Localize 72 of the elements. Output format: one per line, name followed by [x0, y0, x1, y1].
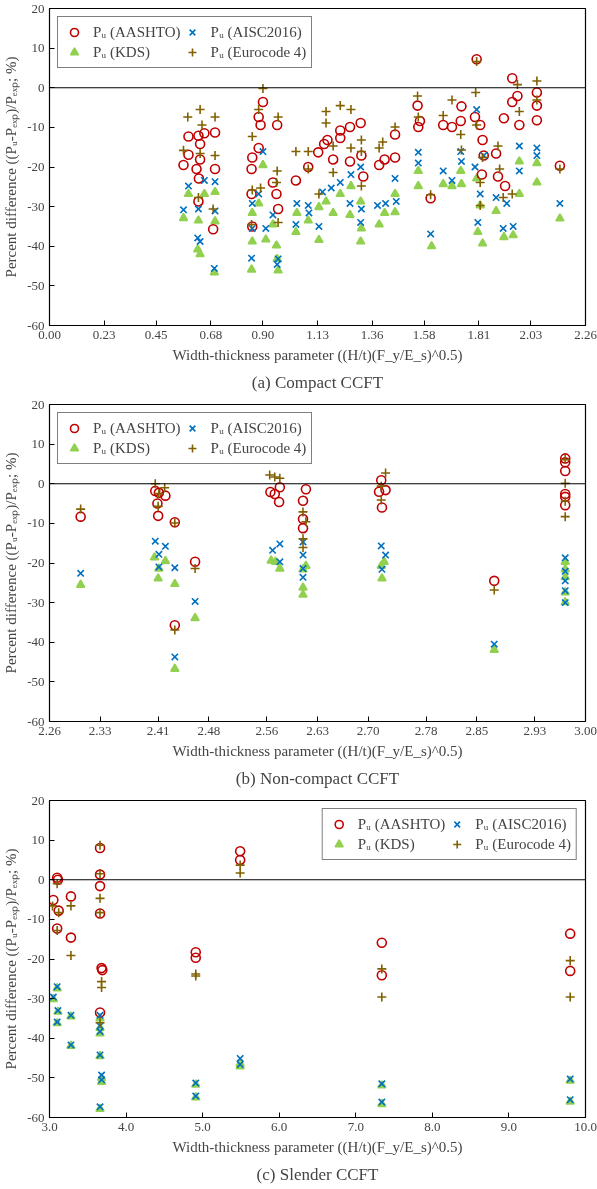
legend-label: Pᵤ (AASHTO) — [93, 23, 181, 41]
y-tick-label: 20 — [31, 792, 45, 808]
legend-label: Pᵤ (KDS) — [357, 835, 415, 853]
y-tick-label: -30 — [27, 198, 45, 214]
x-tick-label: 0.23 — [92, 326, 116, 342]
y-tick-label: -40 — [27, 1030, 45, 1046]
x-tick-label: 9.0 — [500, 1118, 518, 1134]
y-tick-label: -10 — [27, 515, 45, 531]
x-tick-label: 0.45 — [144, 326, 168, 342]
y-axis-title: Percent difference ((Pᵤ-Pₑₓₚ)/Pₑₓₚ; %) — [3, 56, 21, 278]
x-axis-title: Width-thickness parameter ((H/t)(F_y/E_s)^0.5) — [172, 1138, 463, 1156]
y-tick-label: -30 — [27, 990, 45, 1006]
legend-label: Pᵤ (Eurocode 4) — [210, 439, 307, 457]
x-tick-label: 2.26 — [574, 326, 597, 342]
y-tick-label: -20 — [27, 951, 45, 966]
text: (b) Non-compact CCFT — [235, 768, 400, 788]
y-tick-label: 10 — [31, 832, 45, 848]
y-tick-label: -50 — [27, 673, 45, 689]
x-tick-label: 1.36 — [360, 326, 384, 342]
legend-label: Pᵤ (Eurocode 4) — [475, 835, 571, 853]
x-axis-title: Width-thickness parameter ((H/t)(F_y/E_s)^0.5) — [172, 346, 463, 364]
x-tick-label: 2.78 — [414, 722, 438, 738]
x-axis-title: Width-thickness parameter ((H/t)(F_y/E_s)^0.5) — [172, 742, 463, 760]
x-tick-label: 5.0 — [194, 1118, 211, 1134]
y-tick-label: -50 — [27, 277, 45, 293]
x-tick-label: 2.56 — [255, 722, 279, 738]
x-tick-label: 10.0 — [574, 1118, 597, 1134]
y-tick-label: 0 — [38, 475, 45, 491]
y-tick-label: -40 — [27, 238, 45, 254]
legend-label: Pᵤ (KDS) — [93, 439, 151, 457]
y-tick-label: 0 — [38, 871, 45, 887]
y-axis-title: Percent difference ((Pᵤ-Pₑₓₚ)/Pₑₓₚ; %) — [3, 848, 21, 1070]
x-tick-label: 2.93 — [523, 722, 547, 738]
y-tick-label: 10 — [31, 436, 45, 452]
y-tick-label: -10 — [27, 911, 45, 927]
legend-label: Pᵤ (AASHTO) — [93, 419, 181, 437]
y-tick-label: -10 — [27, 119, 45, 135]
y-tick-label: 10 — [31, 40, 45, 56]
x-tick-label: 1.81 — [467, 326, 491, 342]
x-tick-label: 4.0 — [117, 1118, 135, 1134]
x-tick-label: 0.68 — [199, 326, 223, 342]
x-tick-label: 0.90 — [251, 326, 275, 342]
x-tick-label: 1.58 — [412, 326, 436, 342]
text: (c) Slender CCFT — [256, 1164, 380, 1184]
legend-label: Pᵤ (AISC2016) — [210, 23, 302, 41]
x-tick-label: 2.03 — [519, 326, 543, 342]
x-tick-label: 1.13 — [306, 326, 329, 342]
legend-label: Pᵤ (AASHTO) — [357, 815, 446, 833]
y-tick-label: 20 — [31, 396, 45, 412]
x-tick-label: 2.48 — [197, 722, 221, 738]
y-tick-label: -20 — [27, 159, 45, 174]
x-tick-label: 2.41 — [146, 722, 170, 738]
y-tick-label: -50 — [27, 1069, 45, 1085]
y-axis-title: Percent difference ((Pᵤ-Pₑₓₚ)/Pₑₓₚ; %) — [3, 452, 21, 674]
x-tick-label: 6.0 — [271, 1118, 288, 1134]
legend-label: Pᵤ (AISC2016) — [210, 419, 302, 437]
legend-label: Pᵤ (KDS) — [93, 43, 151, 61]
y-tick-label: -20 — [27, 555, 45, 570]
x-tick-label: 2.85 — [465, 722, 489, 738]
x-tick-label: 2.63 — [306, 722, 329, 738]
x-tick-label: 8.0 — [424, 1118, 441, 1134]
y-tick-label: 20 — [31, 0, 45, 16]
y-tick-label: -30 — [27, 594, 45, 610]
x-tick-label: 2.33 — [88, 722, 112, 738]
y-tick-label: 0 — [38, 79, 45, 95]
x-tick-label: 7.0 — [347, 1118, 364, 1134]
legend-label: Pᵤ (AISC2016) — [475, 815, 567, 833]
x-tick-label: 3.00 — [574, 722, 597, 738]
legend-label: Pᵤ (Eurocode 4) — [210, 43, 307, 61]
text: (a) Compact CCFT — [251, 372, 384, 392]
x-tick-label: 2.70 — [356, 722, 380, 738]
y-tick-label: -40 — [27, 634, 45, 650]
